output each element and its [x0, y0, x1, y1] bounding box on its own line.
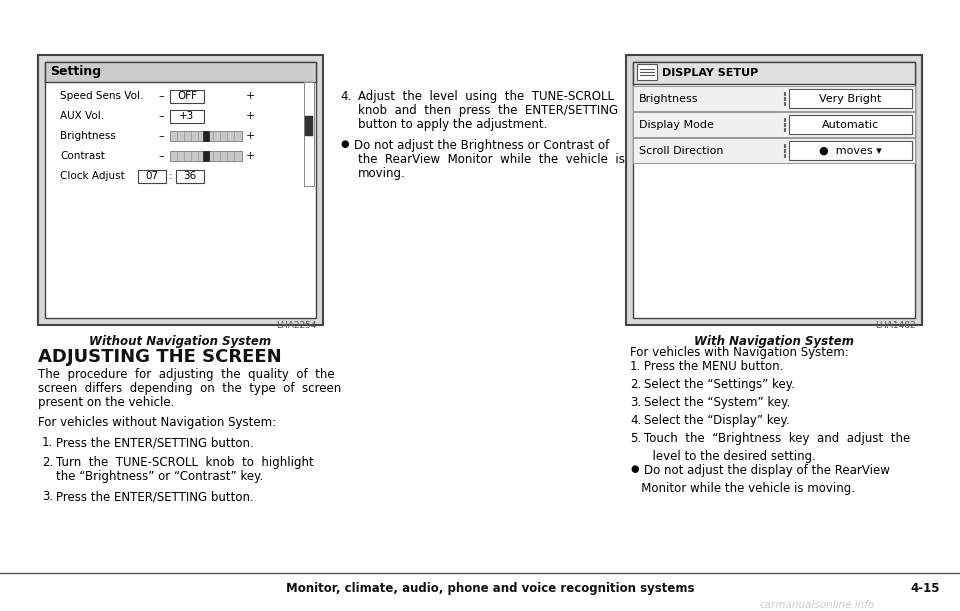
- Text: –: –: [158, 111, 164, 121]
- Text: Select the “System” key.: Select the “System” key.: [644, 396, 790, 409]
- Bar: [633, 62, 915, 84]
- Text: the “Brightness” or “Contrast” key.: the “Brightness” or “Contrast” key.: [56, 470, 263, 483]
- Text: –: –: [158, 91, 164, 101]
- Text: Monitor, climate, audio, phone and voice recognition systems: Monitor, climate, audio, phone and voice…: [286, 582, 694, 595]
- Text: With Navigation System: With Navigation System: [694, 335, 854, 348]
- Text: screen  differs  depending  on  the  type  of  screen: screen differs depending on the type of …: [38, 382, 341, 395]
- Text: –: –: [158, 131, 164, 141]
- Text: +: +: [246, 91, 255, 101]
- Bar: [633, 86, 915, 111]
- Text: knob  and  then  press  the  ENTER/SETTING: knob and then press the ENTER/SETTING: [358, 104, 618, 117]
- Text: 4.: 4.: [340, 90, 351, 103]
- Text: AUX Vol.: AUX Vol.: [60, 111, 104, 121]
- Text: 3.: 3.: [630, 396, 641, 409]
- Text: +: +: [246, 131, 255, 141]
- Text: Scroll Direction: Scroll Direction: [639, 146, 724, 156]
- Text: Monitor while the vehicle is moving.: Monitor while the vehicle is moving.: [630, 482, 855, 495]
- Text: 07: 07: [145, 171, 158, 181]
- Text: Select the “Display” key.: Select the “Display” key.: [644, 414, 790, 427]
- Text: For vehicles without Navigation System:: For vehicles without Navigation System:: [38, 416, 276, 429]
- Text: :: :: [169, 171, 173, 181]
- Text: 4.: 4.: [630, 414, 641, 427]
- Text: LHA2254: LHA2254: [276, 321, 317, 330]
- Text: +3: +3: [180, 111, 195, 121]
- Text: Display Mode: Display Mode: [639, 120, 714, 130]
- Text: 2.: 2.: [630, 378, 641, 391]
- Bar: [633, 62, 915, 318]
- Text: OFF: OFF: [177, 91, 197, 101]
- Bar: [45, 62, 316, 82]
- Bar: [176, 170, 204, 183]
- Bar: [633, 112, 915, 137]
- Text: the  RearView  Monitor  while  the  vehicle  is: the RearView Monitor while the vehicle i…: [358, 153, 625, 166]
- Text: Without Navigation System: Without Navigation System: [89, 335, 271, 348]
- Text: Contrast: Contrast: [60, 151, 105, 161]
- Text: Setting: Setting: [50, 65, 101, 78]
- Bar: [789, 141, 912, 160]
- Bar: [170, 110, 204, 123]
- Text: 2.: 2.: [42, 456, 53, 469]
- Text: Brightness: Brightness: [639, 94, 699, 104]
- Text: Touch  the  “Brightness  key  and  adjust  the: Touch the “Brightness key and adjust the: [644, 432, 910, 445]
- Bar: [637, 64, 657, 80]
- Text: moving.: moving.: [358, 167, 406, 180]
- Text: Brightness: Brightness: [60, 131, 116, 141]
- Text: Do not adjust the display of the RearView: Do not adjust the display of the RearVie…: [644, 464, 890, 477]
- Bar: [170, 151, 242, 161]
- Bar: [633, 138, 915, 163]
- Text: 3.: 3.: [42, 490, 53, 503]
- Text: present on the vehicle.: present on the vehicle.: [38, 396, 175, 409]
- Bar: [789, 89, 912, 108]
- Text: ●: ●: [630, 464, 638, 474]
- Text: ADJUSTING THE SCREEN: ADJUSTING THE SCREEN: [38, 348, 281, 366]
- Bar: [170, 90, 204, 103]
- Text: Press the ENTER/SETTING button.: Press the ENTER/SETTING button.: [56, 436, 253, 449]
- Text: For vehicles with Navigation System:: For vehicles with Navigation System:: [630, 346, 849, 359]
- Bar: [203, 131, 209, 141]
- Text: ●  moves ▾: ● moves ▾: [819, 146, 881, 156]
- Text: Turn  the  TUNE-SCROLL  knob  to  highlight: Turn the TUNE-SCROLL knob to highlight: [56, 456, 314, 469]
- Text: 1.: 1.: [630, 360, 641, 373]
- Text: Clock Adjust: Clock Adjust: [60, 171, 125, 181]
- Text: Press the MENU button.: Press the MENU button.: [644, 360, 783, 373]
- Text: carmanualsonline.info: carmanualsonline.info: [760, 600, 876, 610]
- Bar: [170, 131, 242, 141]
- Text: Automatic: Automatic: [822, 120, 879, 130]
- Text: LHA1482: LHA1482: [876, 321, 916, 330]
- Bar: [626, 55, 922, 325]
- Bar: [45, 62, 316, 318]
- Bar: [304, 82, 314, 186]
- Text: DISPLAY SETUP: DISPLAY SETUP: [662, 68, 758, 78]
- Bar: [789, 115, 912, 134]
- Text: The  procedure  for  adjusting  the  quality  of  the: The procedure for adjusting the quality …: [38, 368, 335, 381]
- Text: Adjust  the  level  using  the  TUNE-SCROLL: Adjust the level using the TUNE-SCROLL: [358, 90, 614, 103]
- Text: 5.: 5.: [630, 432, 641, 445]
- Text: Press the ENTER/SETTING button.: Press the ENTER/SETTING button.: [56, 490, 253, 503]
- Text: Very Bright: Very Bright: [819, 94, 881, 104]
- Bar: [138, 170, 166, 183]
- Text: button to apply the adjustment.: button to apply the adjustment.: [358, 118, 547, 131]
- Text: Do not adjust the Brightness or Contrast of: Do not adjust the Brightness or Contrast…: [354, 139, 610, 152]
- Text: ●: ●: [340, 139, 348, 149]
- Text: Speed Sens Vol.: Speed Sens Vol.: [60, 91, 143, 101]
- Bar: [38, 55, 323, 325]
- Text: +: +: [246, 111, 255, 121]
- Bar: [203, 151, 209, 161]
- Text: Select the “Settings” key.: Select the “Settings” key.: [644, 378, 795, 391]
- Text: 36: 36: [183, 171, 197, 181]
- Text: +: +: [246, 151, 255, 161]
- Text: 4-15: 4-15: [910, 582, 940, 595]
- Bar: [305, 116, 313, 136]
- Text: –: –: [158, 151, 164, 161]
- Text: level to the desired setting.: level to the desired setting.: [630, 450, 816, 463]
- Text: 1.: 1.: [42, 436, 53, 449]
